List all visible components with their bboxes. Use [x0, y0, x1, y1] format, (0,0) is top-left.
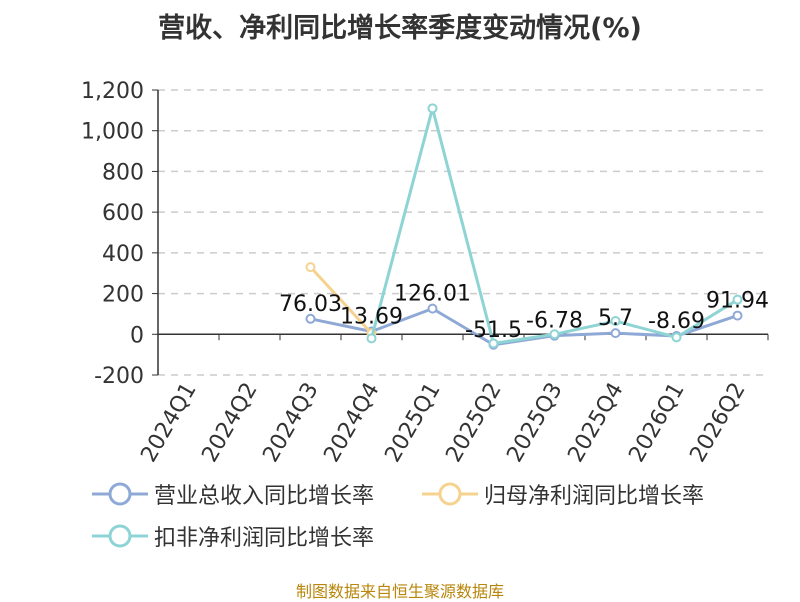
- data-label: -51.5: [465, 318, 522, 343]
- x-tick-label: 2024Q4: [319, 379, 384, 467]
- legend-line-circle-icon: [92, 524, 148, 548]
- grid-lines: [158, 89, 768, 376]
- x-tick-label: 2025Q2: [441, 379, 506, 467]
- series-line: [309, 266, 373, 335]
- data-point: [427, 103, 438, 114]
- x-tick-label: 2025Q1: [380, 379, 445, 467]
- data-point: [305, 313, 316, 324]
- series-lines: [305, 103, 743, 350]
- x-tick-label: 2025Q4: [563, 379, 628, 467]
- y-tick-label: 0: [130, 323, 144, 348]
- y-tick-label: 800: [102, 160, 144, 185]
- data-label: -6.78: [526, 309, 583, 334]
- x-tick-label: 2025Q3: [502, 379, 567, 467]
- data-label: 76.03: [279, 292, 342, 317]
- y-tick-label: 400: [102, 242, 144, 267]
- data-label: -8.69: [648, 309, 705, 334]
- legend-label-revenue: 营业总收入同比增长率: [154, 484, 375, 509]
- chart-title: 营收、净利同比增长率季度变动情况(%): [158, 13, 642, 44]
- legend-item-deducted-profit[interactable]: 扣非净利润同比增长率: [92, 520, 374, 552]
- x-tick-label: 2026Q1: [624, 379, 689, 467]
- x-tick-label: 2024Q1: [136, 379, 201, 467]
- data-point: [427, 303, 438, 314]
- x-tick-label: 2024Q2: [197, 379, 262, 467]
- legend-item-revenue[interactable]: 营业总收入同比增长率: [92, 478, 374, 510]
- y-tick-label: 200: [102, 283, 144, 308]
- legend-item-net-profit[interactable]: 归母净利润同比增长率: [422, 478, 704, 510]
- data-source-note: 制图数据来自恒生聚源数据库: [295, 582, 504, 601]
- data-point: [671, 332, 682, 343]
- y-tick-label: -200: [94, 364, 144, 389]
- legend-line-circle-icon: [92, 482, 148, 506]
- data-label: 126.01: [394, 282, 471, 307]
- data-point: [610, 328, 621, 339]
- y-tick-label: 600: [102, 201, 144, 226]
- x-tick-label: 2024Q3: [258, 379, 323, 467]
- y-tick-label: 1,000: [81, 120, 144, 145]
- data-label: 5.7: [598, 306, 633, 331]
- data-label: 91.94: [706, 289, 769, 314]
- data-point: [732, 294, 743, 305]
- data-point: [610, 316, 621, 327]
- data-point: [549, 329, 560, 340]
- data-point: [305, 262, 316, 273]
- data-point: [732, 310, 743, 321]
- legend-label-net-profit: 归母净利润同比增长率: [484, 484, 705, 509]
- legend-label-deducted-profit: 扣非净利润同比增长率: [154, 526, 375, 551]
- data-point: [366, 333, 377, 344]
- legend-line-circle-icon: [422, 482, 478, 506]
- data-label: 13.69: [340, 304, 403, 329]
- x-tick-label: 2026Q2: [685, 379, 750, 467]
- data-point: [488, 338, 499, 349]
- y-tick-label: 1,200: [81, 79, 144, 104]
